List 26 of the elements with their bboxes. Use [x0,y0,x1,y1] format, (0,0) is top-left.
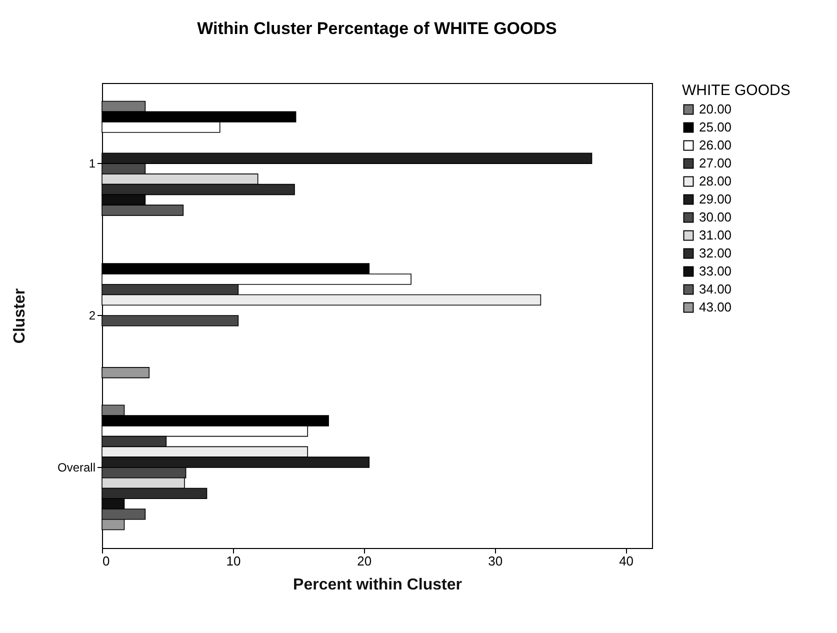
x-axis-title: Percent within Cluster [293,576,462,594]
y-tick-label: Overall [57,460,96,474]
x-tick-label: 10 [226,554,241,568]
legend-label: 26.00 [699,138,732,152]
legend-label: 43.00 [699,300,732,314]
y-tick-label: 1 [88,156,96,171]
bar [102,315,239,326]
bar [102,367,150,378]
x-tick-label: 20 [357,554,372,568]
legend-label: 34.00 [699,282,732,296]
legend-title: WHITE GOODS [682,82,790,99]
legend-label: 32.00 [699,246,732,260]
y-tick-label: 2 [88,308,96,322]
legend-label: 25.00 [699,120,732,134]
x-tick-label: 30 [488,554,503,568]
y-axis-title: Cluster [11,288,28,344]
chart-title: Within Cluster Percentage of WHITE GOODS [197,19,557,38]
legend-label: 33.00 [699,264,732,278]
legend-label: 30.00 [699,210,732,224]
x-tick-label: 40 [619,554,634,568]
legend-label: 29.00 [699,192,732,206]
x-tick-label: 0 [102,554,110,568]
legend-label: 27.00 [699,156,732,170]
legend-label: 31.00 [699,228,732,242]
legend-label: 20.00 [699,102,732,116]
legend-label: 28.00 [699,174,732,188]
